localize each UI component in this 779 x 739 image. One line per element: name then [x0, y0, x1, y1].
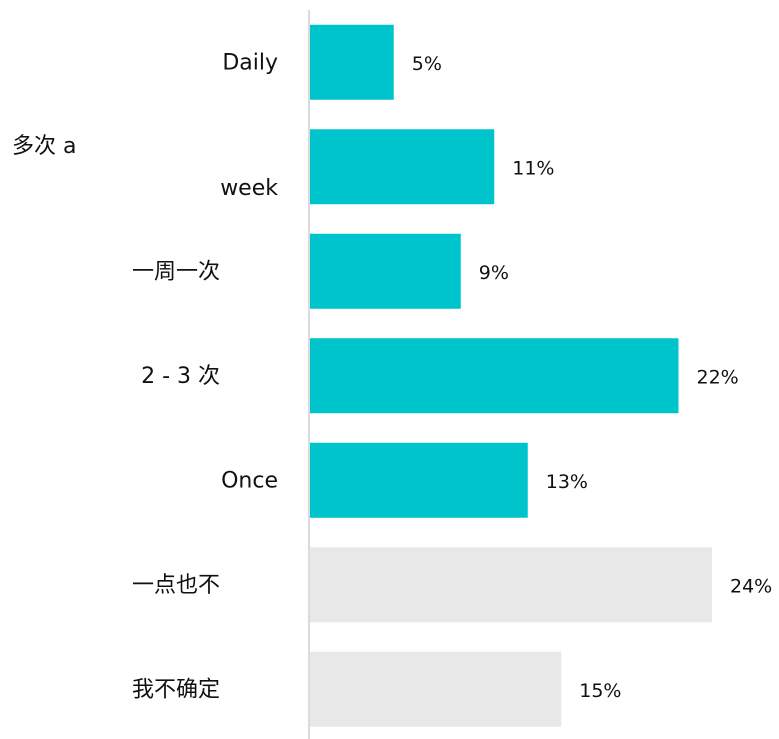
- category-label: 多次 aweek: [12, 134, 278, 201]
- value-label: 15%: [579, 680, 621, 702]
- bar: [310, 129, 495, 205]
- bar: [310, 442, 528, 518]
- bar: [310, 233, 461, 309]
- category-label: 2 - 3 次: [141, 364, 220, 389]
- category-label: Once: [221, 468, 278, 493]
- category-label: 我不确定: [132, 677, 220, 702]
- category-label: 一周一次: [132, 259, 220, 284]
- bar: [310, 24, 394, 100]
- value-label: 22%: [697, 366, 739, 388]
- category-label: 一点也不: [132, 573, 220, 598]
- bar: [310, 547, 712, 623]
- value-label: 11%: [512, 157, 554, 179]
- value-label: 5%: [412, 53, 442, 75]
- value-label: 24%: [730, 575, 772, 597]
- value-label: 13%: [546, 471, 588, 493]
- bar: [310, 651, 562, 727]
- bar: [310, 338, 679, 414]
- value-label: 9%: [479, 262, 509, 284]
- category-label: Daily: [222, 50, 278, 75]
